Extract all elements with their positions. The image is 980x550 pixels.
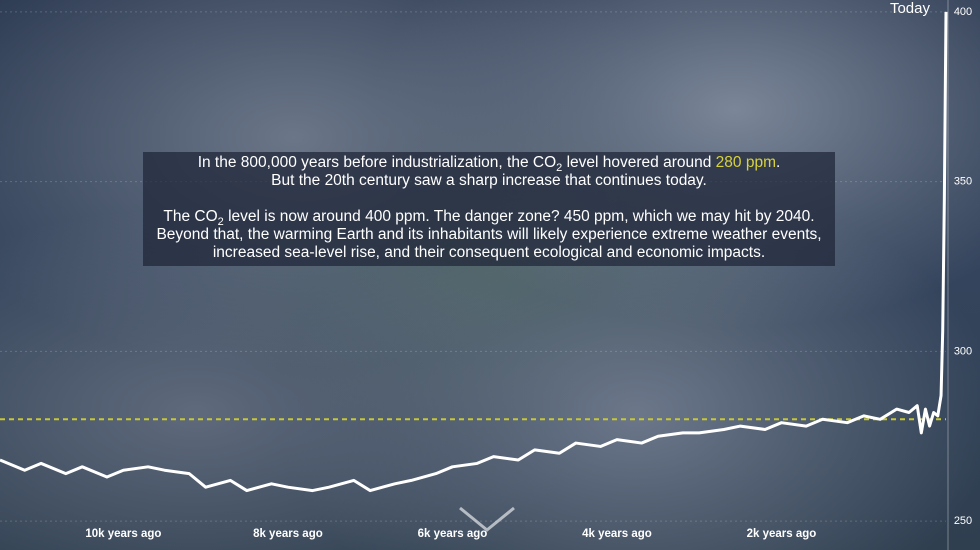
annotation-box: In the 800,000 years before industrializ… (143, 152, 835, 266)
text: 2 (217, 216, 224, 229)
text: In the 800,000 years before industrializ… (197, 154, 557, 171)
x-tick-label: 8k years ago (253, 528, 323, 540)
y-tick-label: 350 (954, 176, 972, 188)
annotation-2: The CO2 level is now around 400 ppm. The… (143, 208, 835, 262)
text: The CO (163, 208, 218, 225)
y-tick-label: 250 (954, 515, 972, 527)
text: level is now around 400 ppm. The danger … (156, 208, 822, 261)
text: 2 (556, 162, 563, 175)
x-tick-label: 4k years ago (582, 528, 652, 540)
scroll-chevron[interactable] (459, 506, 515, 532)
y-tick-label: 400 (954, 6, 972, 18)
x-tick-label: 2k years ago (747, 528, 817, 540)
x-tick-label: 10k years ago (85, 528, 161, 540)
data-line (0, 11, 948, 493)
text: . (775, 154, 781, 171)
text: level hovered around (562, 154, 716, 171)
annotation-1: In the 800,000 years before industrializ… (143, 154, 835, 190)
text: But the 20th century saw a sharp increas… (271, 172, 707, 189)
highlight: 280 ppm (715, 154, 776, 171)
today-label: Today (890, 0, 931, 17)
y-tick-label: 300 (954, 345, 972, 357)
x-tick-label: 6k years ago (418, 528, 488, 540)
